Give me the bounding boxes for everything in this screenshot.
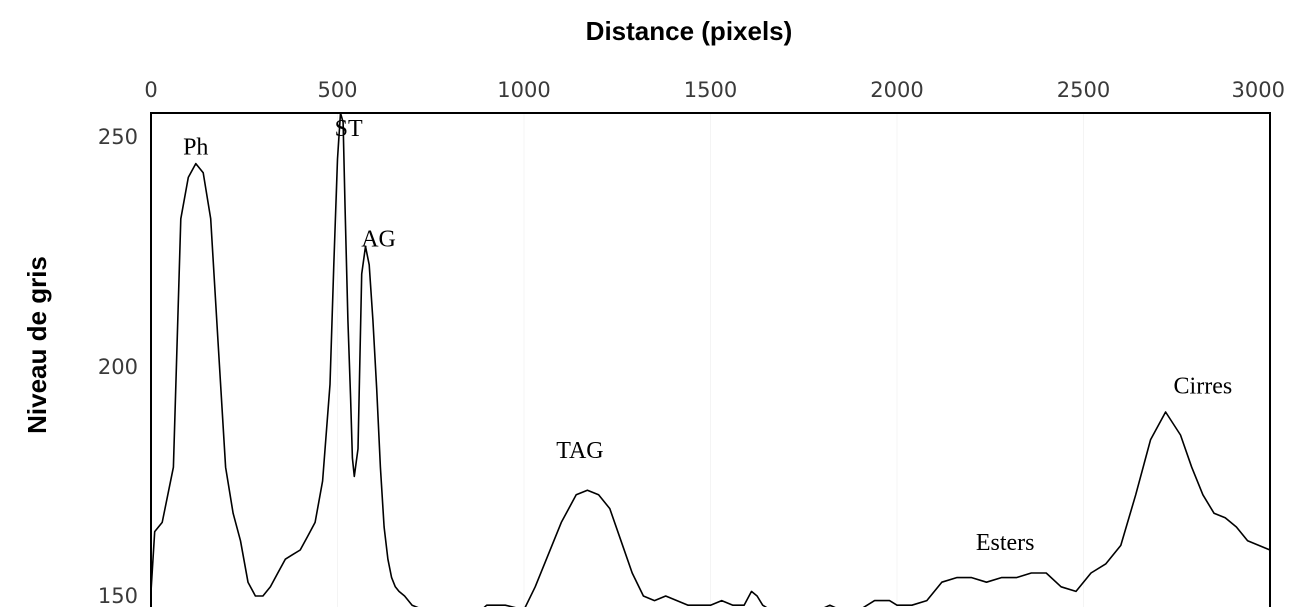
peak-label: Ph [183,134,208,160]
y-tick-label: 150 [98,584,138,607]
x-tick-label: 2500 [1057,78,1110,102]
peak-annotations: Ph ST AG TAG Esters Cirres [183,116,1232,556]
x-tick-label: 3000 [1232,78,1285,102]
plot-frame [150,112,1271,607]
grid-layer [337,113,1084,607]
y-axis-ticks: 150 200 250 [98,125,138,607]
peak-label: TAG [556,438,603,464]
x-axis-label: Distance (pixels) [586,16,793,46]
series-line [150,112,1271,607]
x-tick-label: 1000 [497,78,550,102]
y-tick-label: 200 [98,355,138,379]
x-tick-label: 2000 [870,78,923,102]
peak-label: Cirres [1174,374,1233,400]
y-tick-label: 250 [98,125,138,149]
y-axis-label: Niveau de gris [22,256,52,434]
x-axis-ticks: 0 500 1000 1500 2000 2500 3000 [144,78,1285,102]
x-tick-label: 0 [144,78,157,102]
peak-label: AG [361,226,396,252]
x-tick-label: 1500 [684,78,737,102]
peak-label: ST [335,116,363,142]
x-tick-label: 500 [317,78,357,102]
peak-label: Esters [976,530,1035,556]
